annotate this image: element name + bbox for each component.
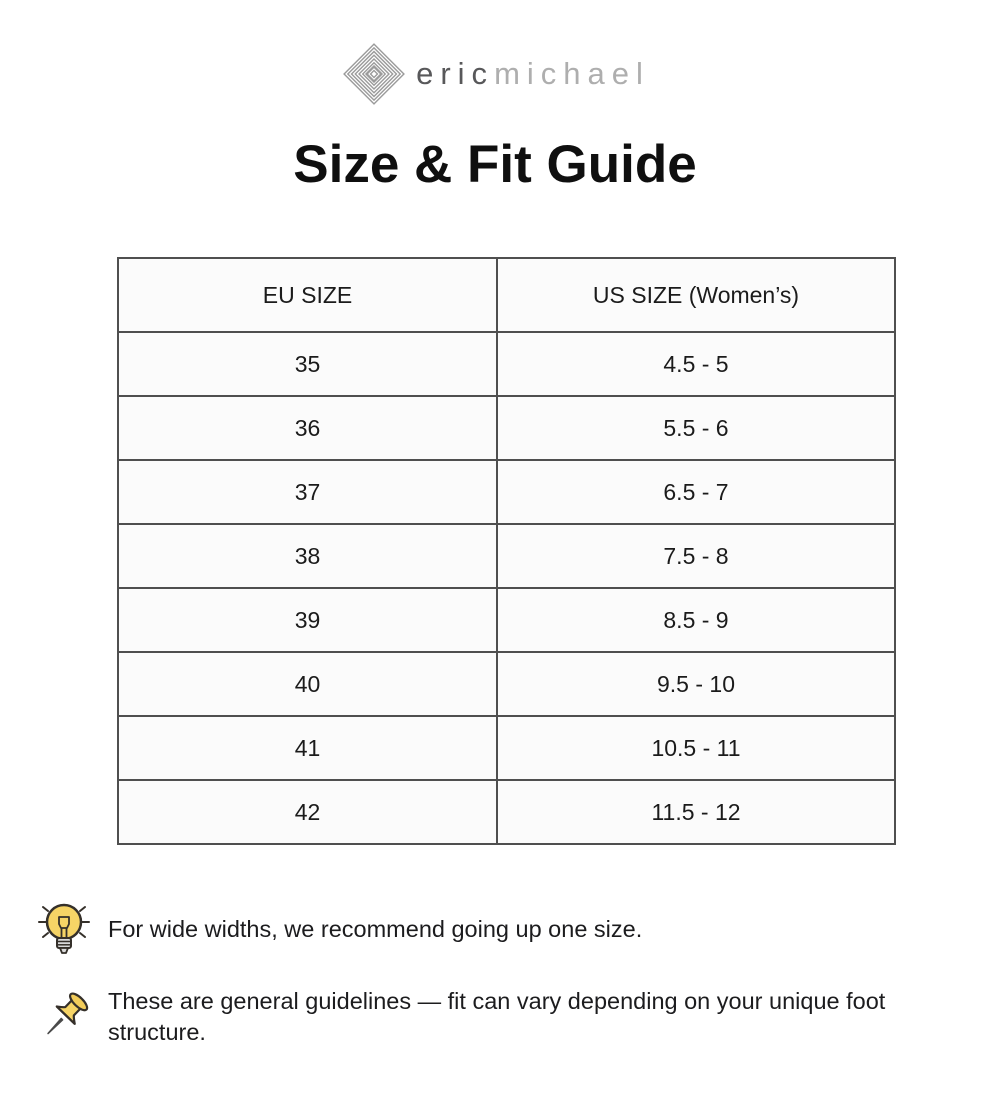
page-title: Size & Fit Guide — [293, 135, 697, 194]
table-row: 40 9.5 - 10 — [117, 651, 896, 717]
brand-name-secondary: michael — [494, 56, 650, 91]
table-row: 42 11.5 - 12 — [117, 779, 896, 845]
us-size-cell: 9.5 - 10 — [496, 651, 896, 717]
us-size-cell: 6.5 - 7 — [496, 459, 896, 525]
eu-size-cell: 41 — [117, 715, 498, 781]
pushpin-icon — [34, 984, 94, 1050]
size-table: EU SIZE US SIZE (Women’s) 35 4.5 - 5 36 … — [117, 257, 896, 845]
eu-size-cell: 36 — [117, 395, 498, 461]
note-wide-widths: For wide widths, we recommend going up o… — [34, 896, 964, 962]
eu-size-cell: 39 — [117, 587, 498, 653]
brand-logo: ericmichael — [0, 40, 990, 108]
note-text: For wide widths, we recommend going up o… — [108, 915, 643, 942]
brand-name-primary: eric — [416, 56, 495, 91]
table-row: 35 4.5 - 5 — [117, 331, 896, 397]
eu-size-cell: 42 — [117, 779, 498, 845]
size-table-header-eu: EU SIZE — [117, 257, 498, 333]
table-row: 41 10.5 - 11 — [117, 715, 896, 781]
eu-size-cell: 40 — [117, 651, 498, 717]
table-row: 37 6.5 - 7 — [117, 459, 896, 525]
us-size-cell: 7.5 - 8 — [496, 523, 896, 589]
us-size-cell: 11.5 - 12 — [496, 779, 896, 845]
table-row: 38 7.5 - 8 — [117, 523, 896, 589]
table-row: 39 8.5 - 9 — [117, 587, 896, 653]
size-table-header-us: US SIZE (Women’s) — [496, 257, 896, 333]
brand-name: ericmichael — [416, 56, 650, 92]
note-text: These are general guidelines — fit can v… — [108, 988, 886, 1045]
eu-size-cell: 37 — [117, 459, 498, 525]
diamond-pattern-icon — [340, 40, 408, 108]
table-row: 36 5.5 - 6 — [117, 395, 896, 461]
us-size-cell: 4.5 - 5 — [496, 331, 896, 397]
us-size-cell: 8.5 - 9 — [496, 587, 896, 653]
us-size-cell: 5.5 - 6 — [496, 395, 896, 461]
eu-size-cell: 38 — [117, 523, 498, 589]
lightbulb-icon — [34, 896, 94, 962]
note-general-guidelines: These are general guidelines — fit can v… — [34, 984, 964, 1050]
size-table-header-row: EU SIZE US SIZE (Women’s) — [117, 257, 896, 333]
eu-size-cell: 35 — [117, 331, 498, 397]
us-size-cell: 10.5 - 11 — [496, 715, 896, 781]
notes-section: For wide widths, we recommend going up o… — [34, 896, 964, 1050]
